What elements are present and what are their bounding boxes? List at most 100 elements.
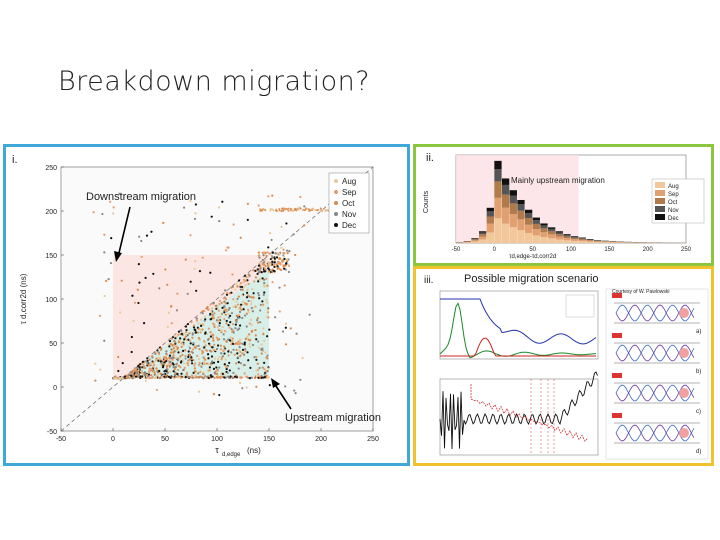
scatter-point [203,319,206,322]
scatter-point [227,354,230,357]
hist-bar [525,233,533,243]
scatter-point [194,374,197,377]
scatter-point [171,358,174,361]
scatter-point [266,354,269,357]
scatter-point [253,356,256,359]
scatter-point [148,370,151,373]
scatter-point [197,372,200,375]
scatter-point [244,283,247,287]
scatter-point [144,379,147,382]
scatter-point [199,318,203,321]
scatter-point [268,328,271,331]
scatter-point [210,360,214,363]
scatter-point [201,328,204,331]
legend-label: Oct [342,199,355,208]
scatter-point [285,257,289,261]
scatter-point [216,372,219,375]
scatter-point [251,329,254,332]
scatter-point [250,302,253,306]
scatter-point [188,358,192,361]
scatter-point [299,195,302,199]
scatter-point [194,362,197,365]
scatter-point [232,223,235,226]
scatter-point [210,215,213,218]
hist-bar [494,197,502,219]
scatter-point [256,268,259,271]
scatter-point [209,335,213,338]
scatter-point [247,359,250,362]
scatter-point [170,304,173,308]
scatter-point [225,293,229,296]
hist-bar [494,160,502,170]
scatter-point [244,279,247,282]
annot-upstream: Upstream migration [285,412,381,424]
scatter-point [192,371,195,374]
scatter-point [189,234,192,237]
scatter-point [267,267,270,270]
scatter-point [202,356,206,359]
hist-bar [563,234,571,236]
scatter-point [265,315,269,318]
scatter-point [180,372,183,375]
scatter-point [223,311,226,314]
scatter-point [94,362,97,365]
scatter-point [271,281,274,284]
scatter-point [266,311,270,314]
scatter-point [195,317,198,320]
scatter-point [169,376,172,379]
scatter-point [224,302,228,305]
reference-line [60,166,374,432]
scatter-point [284,322,288,325]
scatter-point [191,333,194,336]
scatter-point [212,337,215,340]
scatter-point [231,337,234,340]
scatter-point [259,208,262,211]
scatter-point [245,296,249,299]
scatter-point [261,366,264,369]
scatter-point [257,251,260,254]
scatter-point [175,356,178,360]
scatter-point [223,305,226,308]
scatter-point [223,345,226,348]
scatter-point [135,366,139,369]
scatter-point [188,332,191,335]
scatter-point [177,333,180,336]
scatter-point [250,376,254,379]
scatter-point [227,316,230,319]
scatter-point [167,343,171,346]
waveform-blue [440,298,597,345]
scatter-point [255,358,258,361]
scatter-point [130,335,133,339]
scatter-point [193,328,196,331]
scatter-point [222,338,226,341]
scatter-point [199,370,202,373]
hist-bar [502,178,510,185]
scatter-point [243,314,247,317]
hist-x-tick: 0 [493,247,497,253]
scatter-point [103,251,106,254]
scatter-point [250,323,253,326]
scatter-point [223,363,226,366]
scatter-point [178,357,181,360]
scatter-point [265,254,268,257]
scatter-point [185,354,188,358]
scatter-point [267,376,270,379]
scatter-point [254,328,257,332]
scatter-point [258,256,261,259]
scatter-point [193,370,197,373]
scatter-point [150,230,153,233]
scatter-point [170,348,173,351]
scatter-point [209,331,212,334]
scatter-point [271,256,274,259]
scatter-point [226,246,229,249]
scatter-point [165,350,168,353]
scatter-point [219,372,223,376]
scatter-point [256,321,260,324]
scatter-point [172,354,175,357]
scatter-point [237,367,240,370]
scatter-point [155,367,158,370]
scatter-point [266,251,269,254]
scatter-point [226,371,229,374]
scatter-point [177,364,180,367]
scatter-point [229,375,232,378]
